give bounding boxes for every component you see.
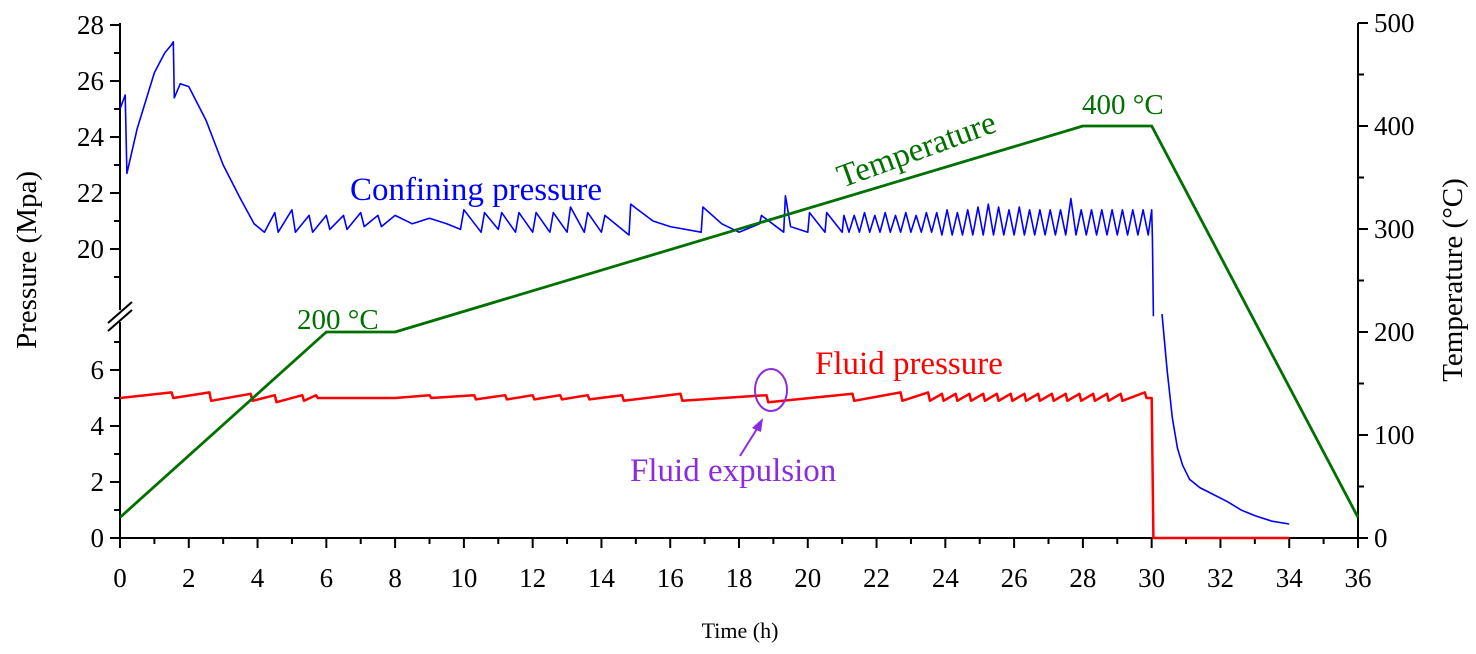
y-left-tick-label: 22 [77,178,104,208]
axis-break-mark [107,309,133,332]
y-right-tick-label: 0 [1374,523,1388,553]
x-tick-label: 26 [1001,563,1028,593]
y-axis-left-label: Pressure (Mpa) [11,171,43,349]
x-tick-label: 28 [1069,563,1096,593]
y-left-tick-label: 28 [77,10,104,40]
fluid-expulsion-label: Fluid expulsion [630,453,836,489]
y-left-tick-label: 6 [91,355,105,385]
confining-pressure-line [1161,313,1290,525]
y-axis-right-label: Temperature (°C) [1437,178,1469,382]
x-tick-label: 24 [932,563,960,593]
x-tick-label: 12 [519,563,546,593]
tick-labels: 0 2 4 6 8 10 12 14 16 18 20 22 24 26 28 30 32 34 360246202… [77,8,1415,593]
y-left-tick-label: 24 [77,122,105,152]
x-tick-label: 16 [657,563,684,593]
y-right-tick-label: 400 [1374,111,1415,141]
t200-label: 200 °C [297,304,379,336]
series-layer [119,40,1360,540]
confining-pressure-label: Confining pressure [350,172,602,208]
y-left-tick-label: 2 [91,467,105,497]
y-left-tick-label: 26 [77,66,104,96]
x-tick-label: 36 [1345,563,1372,593]
x-tick-label: 8 [388,563,402,593]
fluid-expulsion-arrow [739,418,763,457]
fluid-pressure-line [119,391,1290,540]
y-right-tick-label: 300 [1374,214,1415,244]
x-tick-label: 32 [1207,563,1234,593]
x-tick-label: 2 [182,563,196,593]
x-axis-label: Time (h) [702,618,779,643]
x-tick-label: 34 [1276,563,1304,593]
y-left-tick-label: 4 [91,411,105,441]
x-tick-label: 14 [588,563,616,593]
fluid-expulsion-marker [754,368,788,412]
x-tick-label: 0 [113,563,127,593]
confining-pressure-line [119,40,1155,317]
x-tick-label: 10 [450,563,477,593]
y-right-tick-label: 500 [1374,8,1415,38]
y-right-tick-label: 200 [1374,317,1415,347]
temperature-line [119,124,1360,519]
x-tick-label: 22 [863,563,890,593]
y-left-tick-label: 20 [77,234,104,264]
x-tick-label: 18 [726,563,753,593]
t400-label: 400 °C [1082,89,1164,121]
x-tick-label: 4 [251,563,265,593]
y-left-tick-label: 0 [91,523,105,553]
temperature-label: Temperature [832,105,1001,196]
x-tick-label: 6 [320,563,334,593]
axes [107,22,1368,548]
x-tick-label: 30 [1138,563,1165,593]
fluid-pressure-label: Fluid pressure [815,346,1003,382]
y-right-tick-label: 100 [1374,420,1415,450]
axis-break-mark [107,301,133,324]
x-tick-label: 20 [794,563,821,593]
